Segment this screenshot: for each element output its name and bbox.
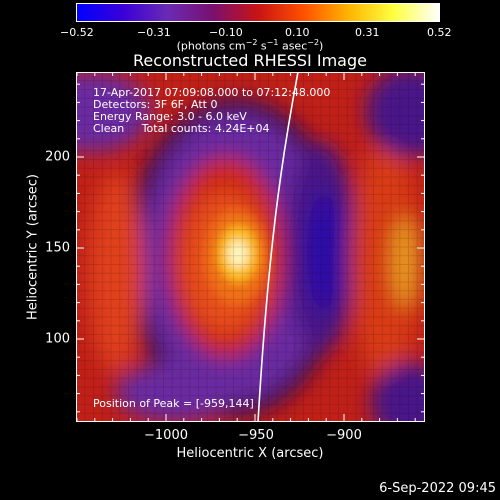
y-tick-label: 150	[45, 240, 70, 256]
solar-limb-line	[257, 72, 299, 422]
image-intensity-map	[76, 72, 425, 422]
x-axis-label: Heliocentric X (arcsec)	[176, 446, 324, 461]
peak-position-text: Position of Peak = [-959,144]	[93, 397, 254, 410]
plot-date: 6-Sep-2022 09:45	[379, 481, 496, 496]
detectors-text: Detectors: 3F 6F, Att 0	[93, 98, 218, 111]
y-axis-label: Heliocentric Y (arcsec)	[25, 174, 41, 320]
y-tick-label: 100	[45, 331, 70, 347]
colorbar-units: (photons cm−2 s−1 asec−2)	[176, 38, 324, 53]
x-tick-label: −950	[238, 428, 274, 443]
colorbar-tick-label: 0.31	[355, 26, 380, 39]
hxr-source	[204, 209, 268, 305]
image-title: Reconstructed RHESSI Image	[133, 51, 367, 70]
y-tick-label: 200	[45, 149, 70, 165]
time-range-text: 17-Apr-2017 07:09:08.000 to 07:12:48.000	[93, 86, 331, 99]
colorbar-tick-label: −0.31	[137, 26, 171, 39]
x-tick-label: −900	[326, 428, 362, 443]
rhessi-image-plot	[76, 72, 425, 422]
colorbar-tick-label: 0.10	[285, 26, 310, 39]
energy-range-text: Energy Range: 3.0 - 6.0 keV	[93, 110, 247, 123]
colorbar-tick-label: −0.10	[209, 26, 243, 39]
colorbar-tick-label: −0.52	[60, 26, 94, 39]
colorbar	[76, 3, 440, 22]
x-tick-label: −1000	[144, 428, 188, 443]
colorbar-tick-label: 0.52	[427, 26, 452, 39]
clean-counts-text: Clean Total counts: 4.24E+04	[93, 122, 270, 135]
